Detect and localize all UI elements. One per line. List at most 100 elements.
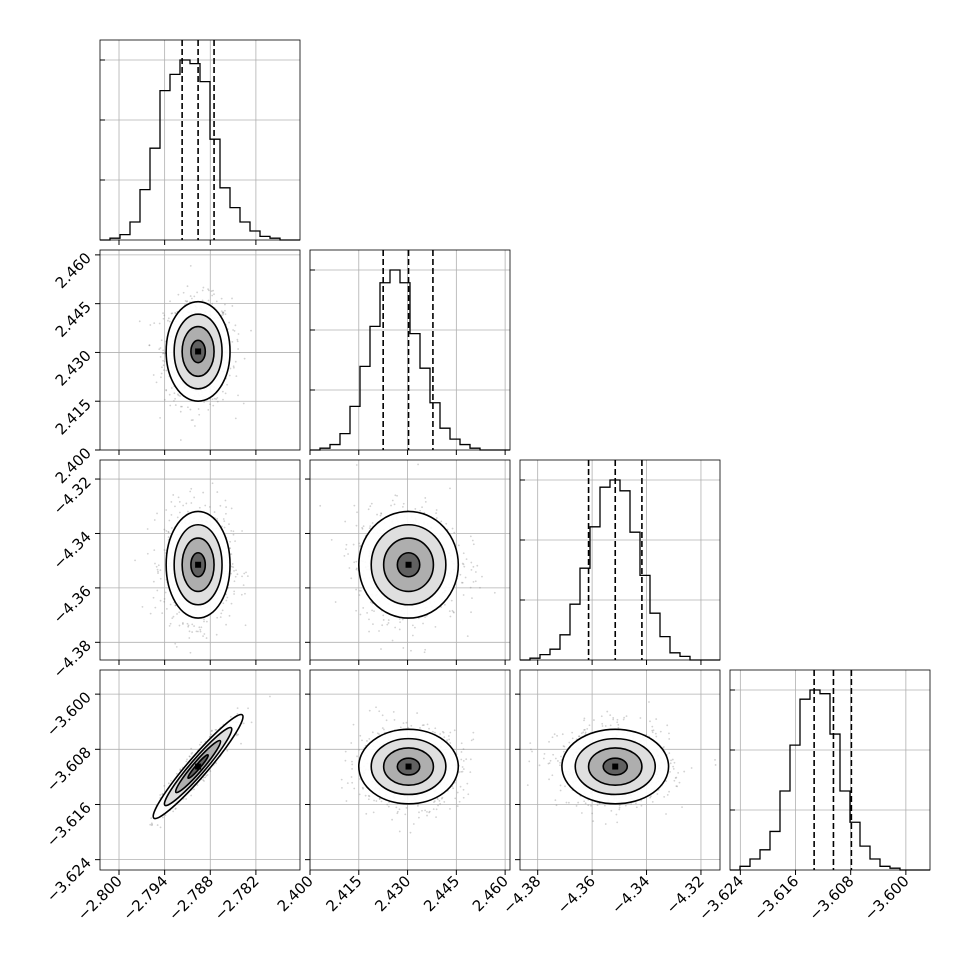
sample-point [160,376,162,379]
sample-point [228,523,230,526]
sample-point [405,806,408,809]
contour-line [382,537,435,593]
sample-point [451,609,454,612]
sample-point [201,289,204,292]
histogram-panel [309,249,511,455]
sample-point [449,615,452,618]
sample-point [175,645,178,648]
sample-point [458,800,461,803]
sample-point [448,610,451,613]
sample-point [177,496,180,499]
sample-point [417,804,419,807]
sample-point [197,408,200,410]
sample-point [319,504,322,507]
sample-point [173,399,175,402]
sample-point [198,626,201,629]
sample-point [211,729,213,732]
sample-point [460,742,463,745]
sample-point [439,733,442,735]
sample-point [152,580,155,583]
sample-point [231,563,234,565]
sample-point [443,801,446,803]
sample-point [233,593,235,595]
sample-point [186,758,188,761]
sample-point [198,743,201,746]
sample-point [179,768,182,771]
sample-point [150,817,153,819]
sample-point [185,502,188,505]
sample-point [398,808,401,811]
sample-point [225,599,228,602]
sample-point [190,502,193,504]
x-tick-label: 2.445 [420,872,463,915]
sample-point [424,500,427,503]
sample-point [190,747,193,750]
sample-point [353,561,356,564]
sample-point [369,505,372,508]
sample-point [226,383,229,386]
sample-point [414,626,416,629]
sample-point [161,793,164,796]
sample-point [366,740,368,742]
sample-point [378,710,381,713]
sample-point [368,618,370,621]
sample-point [434,731,436,734]
panel-frame [309,459,511,661]
sample-point [170,513,173,516]
sample-point [187,625,190,628]
sample-point [245,571,247,574]
sample-point [341,786,343,789]
sample-point [362,787,364,790]
sample-point [185,760,188,763]
sample-point [359,734,362,737]
sample-point [690,767,693,769]
sample-point [474,580,477,583]
sample-point [235,375,238,377]
sample-point [159,599,162,602]
contour-line [396,757,421,776]
sample-point [170,779,172,782]
contour-line [173,523,223,606]
sample-point [188,755,191,758]
sample-point [234,324,237,327]
contour-line [163,726,233,807]
sample-point [351,763,354,766]
sample-point [356,511,358,514]
sample-point [225,623,227,626]
sample-point [161,612,164,615]
sample-point [198,413,201,416]
sample-point [231,297,233,300]
sample-point [435,517,438,519]
sample-point [369,525,372,528]
sample-point [460,770,462,773]
sample-point [182,504,185,507]
sample-point [361,526,364,529]
sample-point [163,369,165,372]
sample-point [381,624,384,627]
sample-point [189,651,192,654]
sample-point [387,622,390,624]
sample-point [355,568,358,571]
sample-point [207,289,210,292]
sample-point [169,300,171,303]
sample-point [165,607,168,610]
sample-point [359,613,362,616]
sample-point [362,525,365,528]
sample-point [358,748,360,751]
sample-point [493,591,496,594]
sample-point [156,589,159,592]
sample-point [396,812,399,815]
sample-point [232,329,234,331]
sample-point [394,494,397,497]
sample-point [179,511,181,514]
sample-point [178,501,181,503]
sample-point [424,809,427,812]
sample-point [461,562,464,565]
sample-point [226,749,229,752]
sample-point [223,520,226,523]
sample-point [234,360,237,363]
sample-point [439,802,442,805]
histogram-line [310,269,510,451]
sample-point [402,647,405,649]
sample-point [358,589,361,592]
